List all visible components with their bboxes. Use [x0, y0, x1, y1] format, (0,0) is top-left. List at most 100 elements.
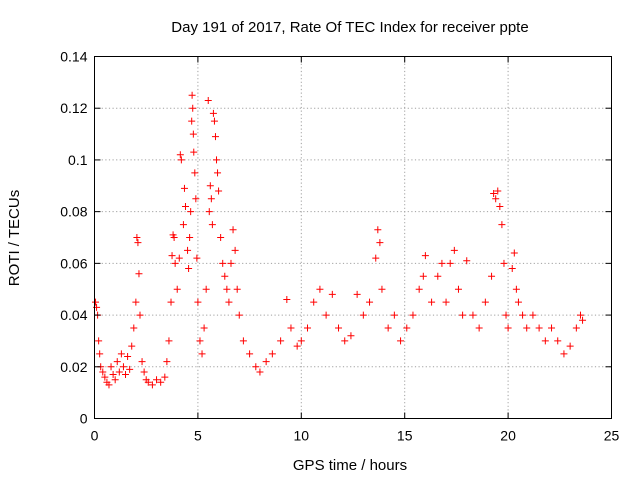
x-axis-label: GPS time / hours	[293, 457, 407, 474]
x-tick-label: 15	[397, 428, 413, 444]
data-point	[322, 311, 330, 319]
data-point	[390, 311, 398, 319]
data-point	[140, 368, 148, 376]
data-point	[117, 350, 125, 358]
data-point	[310, 298, 318, 306]
data-point	[209, 109, 217, 117]
data-point	[231, 246, 239, 254]
data-point	[450, 246, 458, 254]
data-point	[512, 285, 520, 293]
data-point	[157, 378, 165, 386]
data-point	[92, 298, 100, 306]
data-point	[252, 363, 260, 371]
data-point	[560, 350, 568, 358]
data-point	[207, 195, 215, 203]
data-point	[163, 358, 171, 366]
data-point	[500, 259, 508, 267]
data-point	[119, 363, 127, 371]
data-point	[153, 376, 161, 384]
y-tick-label: 0.06	[60, 255, 87, 271]
data-point	[246, 350, 254, 358]
data-point	[215, 187, 223, 195]
data-point	[347, 332, 355, 340]
data-point	[419, 272, 427, 280]
data-point	[508, 265, 516, 273]
data-point	[475, 324, 483, 332]
data-point	[488, 272, 496, 280]
data-point	[446, 259, 454, 267]
data-point	[95, 337, 103, 345]
data-point	[225, 298, 233, 306]
grid-lines	[94, 56, 612, 419]
data-point	[492, 195, 500, 203]
data-point	[223, 285, 231, 293]
data-point	[496, 202, 504, 210]
data-point	[170, 234, 178, 241]
data-point	[187, 208, 195, 216]
data-point	[133, 234, 141, 241]
data-point	[198, 350, 206, 358]
data-point	[204, 96, 212, 104]
data-point	[180, 184, 188, 192]
data-point	[229, 226, 237, 234]
data-point	[409, 311, 417, 319]
data-point	[175, 254, 183, 262]
data-points	[92, 91, 587, 389]
data-point	[341, 337, 349, 345]
data-point	[138, 358, 146, 366]
data-point	[113, 358, 121, 366]
x-tick-label: 20	[500, 428, 516, 444]
data-point	[210, 117, 218, 125]
data-point	[211, 133, 219, 141]
data-point	[297, 337, 305, 345]
y-tick-label: 0.04	[60, 307, 87, 323]
data-point	[196, 337, 204, 345]
data-point	[535, 324, 543, 332]
data-point	[109, 371, 117, 379]
data-point	[434, 272, 442, 280]
data-point	[135, 270, 143, 278]
data-point	[205, 208, 213, 216]
data-point	[217, 234, 225, 241]
data-point	[179, 221, 187, 229]
data-point	[185, 265, 193, 273]
data-point	[287, 324, 295, 332]
y-tick-label: 0.08	[60, 204, 87, 220]
data-point	[359, 311, 367, 319]
data-point	[304, 324, 312, 332]
data-point	[96, 350, 104, 358]
data-point	[165, 337, 173, 345]
data-point	[541, 337, 549, 345]
data-point	[213, 156, 221, 164]
data-point	[167, 298, 175, 306]
data-point	[403, 324, 411, 332]
data-point	[202, 285, 210, 293]
data-point	[442, 298, 450, 306]
data-point	[469, 311, 477, 319]
data-point	[268, 350, 276, 358]
y-tick-label: 0.02	[60, 359, 87, 375]
data-point	[256, 368, 264, 376]
data-point	[105, 381, 113, 389]
data-point	[554, 337, 562, 345]
y-tick-label: 0.14	[60, 49, 87, 65]
data-point	[519, 311, 527, 319]
data-point	[193, 254, 201, 262]
data-point	[132, 298, 140, 306]
data-point	[168, 252, 176, 260]
data-point	[523, 324, 531, 332]
data-point	[397, 337, 405, 345]
data-point	[177, 156, 185, 164]
data-point	[208, 221, 216, 229]
data-point	[176, 151, 184, 159]
x-tick-label: 5	[194, 428, 202, 444]
data-point	[200, 324, 208, 332]
data-point	[190, 148, 198, 156]
data-point	[194, 298, 202, 306]
data-point	[136, 311, 144, 319]
x-tick-label: 10	[294, 428, 310, 444]
data-point	[498, 221, 506, 229]
data-point	[111, 376, 119, 384]
data-point	[374, 226, 382, 234]
plot-frame	[94, 56, 612, 419]
